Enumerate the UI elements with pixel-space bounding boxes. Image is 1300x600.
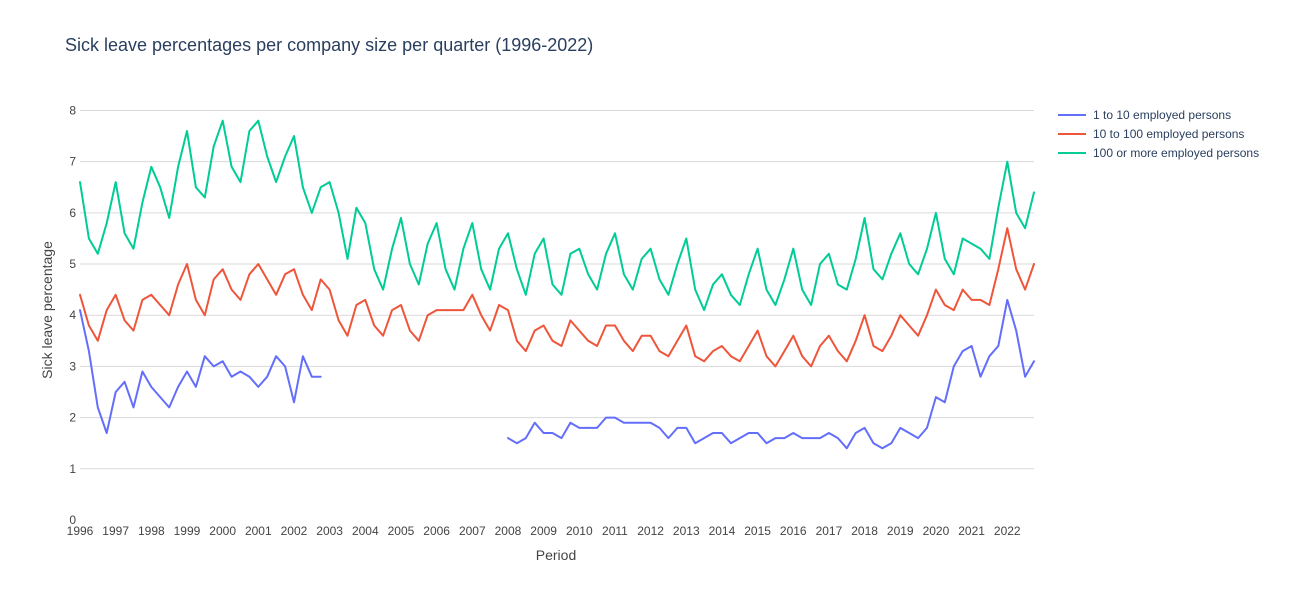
x-tick-label: 2008 bbox=[495, 524, 522, 538]
y-tick-label: 4 bbox=[69, 308, 76, 322]
y-tick-label: 3 bbox=[69, 359, 76, 373]
x-tick-label: 2021 bbox=[958, 524, 985, 538]
x-tick-label: 2018 bbox=[851, 524, 878, 538]
x-tick-label: 2014 bbox=[709, 524, 736, 538]
x-axis-title: Period bbox=[536, 547, 576, 563]
x-tick-label: 1997 bbox=[102, 524, 129, 538]
x-tick-label: 2017 bbox=[816, 524, 843, 538]
y-tick-label: 1 bbox=[69, 462, 76, 476]
x-tick-label: 2015 bbox=[744, 524, 771, 538]
x-tick-label: 2012 bbox=[637, 524, 664, 538]
x-tick-label: 1998 bbox=[138, 524, 165, 538]
legend-item[interactable]: 1 to 10 employed persons bbox=[1058, 108, 1231, 122]
legend-label: 100 or more employed persons bbox=[1093, 146, 1259, 160]
series-line-3[interactable] bbox=[79, 119, 1035, 312]
legend-label: 1 to 10 employed persons bbox=[1093, 108, 1231, 122]
y-axis-ticks: 0 1 2 3 4 5 6 7 8 bbox=[69, 103, 76, 527]
x-tick-label: 2005 bbox=[388, 524, 415, 538]
x-tick-label: 2003 bbox=[316, 524, 343, 538]
chart-title: Sick leave percentages per company size … bbox=[65, 35, 593, 55]
y-tick-label: 5 bbox=[69, 257, 76, 271]
y-axis-title: Sick leave percentage bbox=[39, 241, 55, 379]
x-tick-label: 2000 bbox=[209, 524, 236, 538]
x-tick-label: 2001 bbox=[245, 524, 272, 538]
x-tick-label: 1996 bbox=[67, 524, 94, 538]
series-line-1[interactable] bbox=[79, 298, 1035, 450]
x-tick-label: 2006 bbox=[423, 524, 450, 538]
x-tick-label: 2013 bbox=[673, 524, 700, 538]
legend-item[interactable]: 100 or more employed persons bbox=[1058, 146, 1259, 160]
series-line-2[interactable] bbox=[79, 227, 1035, 368]
x-axis-ticks: 1996 1997 1998 1999 2000 2001 2002 2003 2004 2005… bbox=[67, 524, 1021, 538]
series-lines bbox=[79, 119, 1035, 450]
x-tick-label: 2004 bbox=[352, 524, 379, 538]
x-tick-label: 2002 bbox=[281, 524, 308, 538]
legend-item[interactable]: 10 to 100 employed persons bbox=[1058, 127, 1244, 141]
x-tick-label: 2020 bbox=[923, 524, 950, 538]
y-tick-label: 8 bbox=[69, 103, 76, 117]
y-tick-label: 0 bbox=[69, 513, 76, 527]
x-tick-label: 2022 bbox=[994, 524, 1021, 538]
y-tick-label: 6 bbox=[69, 206, 76, 220]
x-tick-label: 2016 bbox=[780, 524, 807, 538]
y-tick-label: 2 bbox=[69, 411, 76, 425]
legend-label: 10 to 100 employed persons bbox=[1093, 127, 1244, 141]
gridlines bbox=[80, 109, 1034, 470]
x-tick-label: 1999 bbox=[174, 524, 201, 538]
x-tick-label: 2009 bbox=[530, 524, 557, 538]
legend[interactable]: 1 to 10 employed persons 10 to 100 employ… bbox=[1058, 108, 1259, 160]
x-tick-label: 2019 bbox=[887, 524, 914, 538]
y-tick-label: 7 bbox=[69, 155, 76, 169]
x-tick-label: 2010 bbox=[566, 524, 593, 538]
x-tick-label: 2007 bbox=[459, 524, 486, 538]
x-tick-label: 2011 bbox=[602, 524, 628, 538]
